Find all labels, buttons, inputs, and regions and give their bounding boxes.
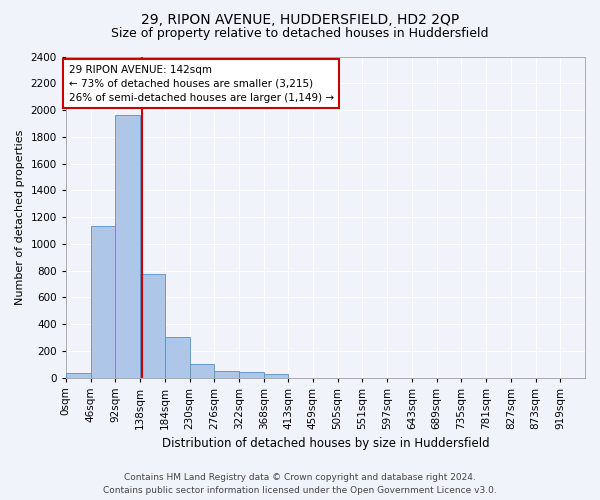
Text: Contains HM Land Registry data © Crown copyright and database right 2024.
Contai: Contains HM Land Registry data © Crown c…: [103, 473, 497, 495]
Text: Size of property relative to detached houses in Huddersfield: Size of property relative to detached ho…: [111, 28, 489, 40]
Bar: [165, 338, 190, 378]
Bar: [190, 364, 214, 378]
Bar: [140, 274, 165, 378]
Bar: [66, 373, 91, 378]
Bar: [115, 116, 140, 378]
X-axis label: Distribution of detached houses by size in Huddersfield: Distribution of detached houses by size …: [161, 437, 489, 450]
Bar: [239, 372, 264, 378]
Bar: [214, 371, 239, 378]
Bar: [91, 226, 115, 378]
Text: 29 RIPON AVENUE: 142sqm
← 73% of detached houses are smaller (3,215)
26% of semi: 29 RIPON AVENUE: 142sqm ← 73% of detache…: [68, 64, 334, 102]
Text: 29, RIPON AVENUE, HUDDERSFIELD, HD2 2QP: 29, RIPON AVENUE, HUDDERSFIELD, HD2 2QP: [141, 12, 459, 26]
Bar: [264, 374, 288, 378]
Y-axis label: Number of detached properties: Number of detached properties: [15, 130, 25, 304]
